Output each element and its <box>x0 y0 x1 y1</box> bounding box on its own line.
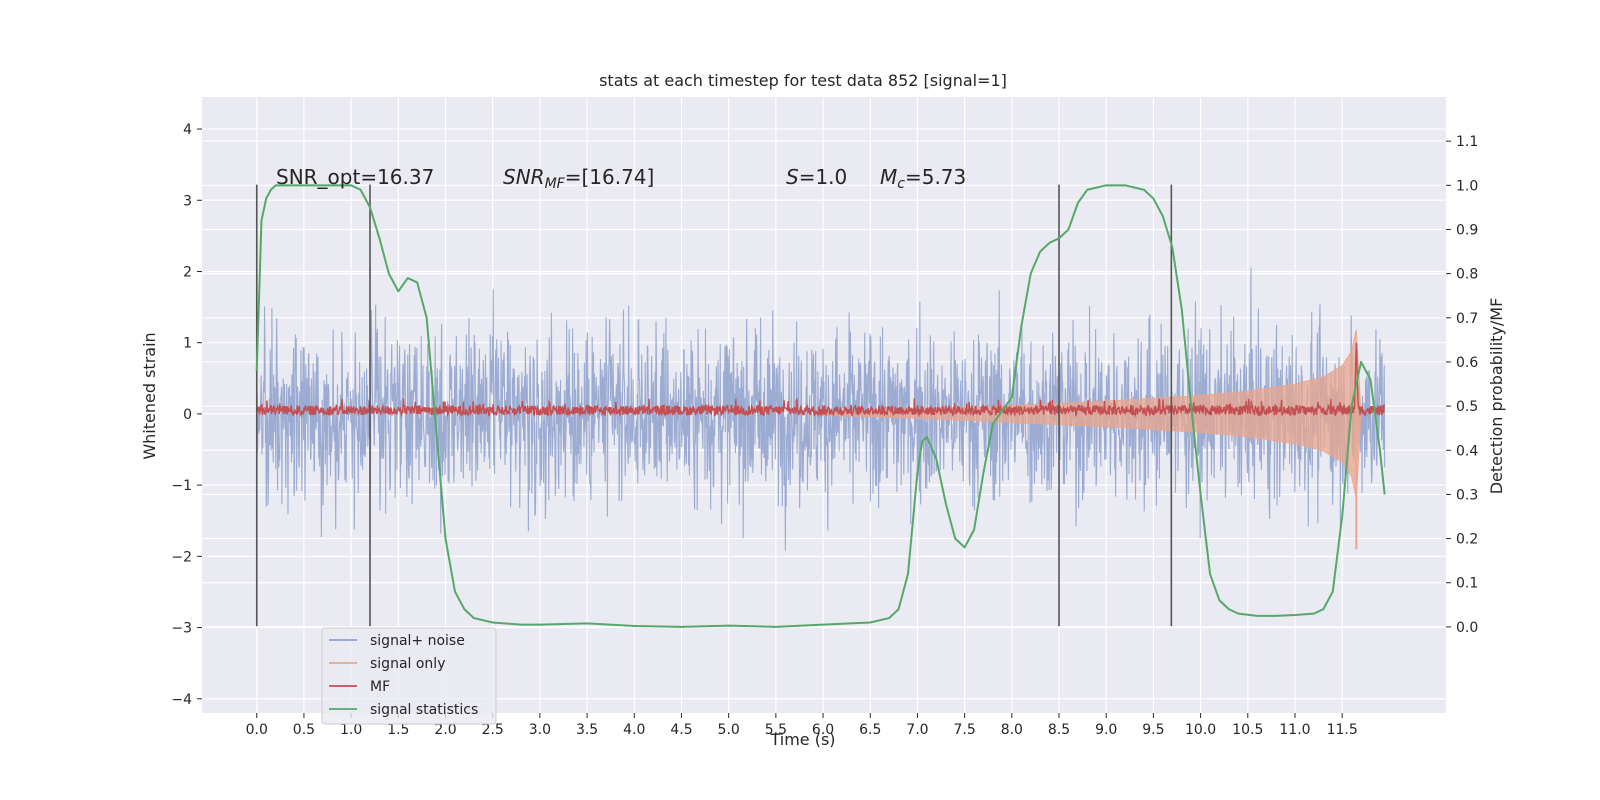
x-tick-label: 4.0 <box>623 722 645 738</box>
x-tick-label: 1.0 <box>340 722 362 738</box>
x-axis-ticks: 0.0 0.5 1.0 1.5 2.0 2.5 3.0 3.5 4.0 4.5 5.0 5.5 6.0 6… <box>246 713 1358 738</box>
y2-tick-label: 0.8 <box>1456 267 1478 283</box>
legend: signal+ noise signal only MF signal stat… <box>321 627 497 725</box>
x-tick-label: 7.0 <box>906 722 928 738</box>
y-axis-label: Whitened strain <box>140 332 159 459</box>
y2-tick-label: 0.6 <box>1456 355 1478 371</box>
annotation-snr-mf: SNRMF=[16.74] <box>503 165 654 192</box>
annotation-mc-sub: c <box>897 176 905 192</box>
y2-tick-label: 1.1 <box>1456 134 1478 150</box>
mf-line <box>256 343 1386 418</box>
x-tick-label: 4.5 <box>670 722 692 738</box>
x-tick-label: 9.0 <box>1095 722 1117 738</box>
x-tick-label: 5.0 <box>718 722 740 738</box>
y2-tick-label: 0.9 <box>1456 222 1478 238</box>
x-tick-label: 6.0 <box>812 722 834 738</box>
annotation-snr-mf-symbol: SNR <box>503 165 545 189</box>
y-tick-label: 4 <box>183 122 192 138</box>
x-tick-label: 0.5 <box>293 722 315 738</box>
x-tick-label: 3.0 <box>529 722 551 738</box>
x-tick-label: 0.0 <box>246 722 268 738</box>
x-tick-label: 5.5 <box>765 722 787 738</box>
annotation-mc-symbol: M <box>880 165 897 189</box>
chart-title: stats at each timestep for test data 852… <box>599 71 1007 90</box>
annotation-s-value: =1.0 <box>799 165 848 189</box>
x-tick-label: 11.0 <box>1279 722 1310 738</box>
signal-statistics-series <box>255 184 1386 628</box>
x-tick-label: 3.5 <box>576 722 598 738</box>
x-tick-label: 8.5 <box>1048 722 1070 738</box>
legend-label-mf: MF <box>370 679 390 695</box>
x-tick-label: 7.5 <box>954 722 976 738</box>
x-tick-label: 10.5 <box>1232 722 1263 738</box>
y2-axis-label: Detection probability/MF <box>1487 298 1506 495</box>
y2-tick-label: 0.4 <box>1456 443 1478 459</box>
annotation-snr-mf-value: =[16.74] <box>565 165 655 189</box>
y2-tick-label: 1.0 <box>1456 178 1478 194</box>
y-axis-ticks: 4 3 2 1 0 −1 −2 −3 −4 <box>171 122 202 708</box>
y-tick-label: 2 <box>183 264 192 280</box>
legend-label-signal-noise: signal+ noise <box>370 633 465 649</box>
x-tick-label: 11.5 <box>1327 722 1358 738</box>
x-axis-label: Time (s) <box>769 730 835 749</box>
y-tick-label: 0 <box>183 407 192 423</box>
x-tick-label: 2.0 <box>434 722 456 738</box>
y-tick-label: −1 <box>171 478 192 494</box>
x-tick-label: 1.5 <box>387 722 409 738</box>
x-tick-label: 9.5 <box>1142 722 1164 738</box>
y2-axis-ticks: 1.1 1.0 0.9 0.8 0.7 0.6 0.5 0.4 0.3 0.2 0.1 0.0 <box>1446 134 1478 636</box>
y-tick-label: −2 <box>171 549 192 565</box>
x-tick-label: 8.0 <box>1001 722 1023 738</box>
y2-tick-label: 0.5 <box>1456 399 1478 415</box>
vertical-markers <box>255 184 1173 627</box>
annotation-s-symbol: S <box>786 165 799 189</box>
y2-tick-label: 0.1 <box>1456 576 1478 592</box>
legend-label-signal-only: signal only <box>370 656 445 672</box>
y-tick-label: −3 <box>171 621 192 637</box>
y-tick-label: 1 <box>183 336 192 352</box>
x-tick-label: 6.5 <box>859 722 881 738</box>
annotation-snr-opt: SNR_opt=16.37 <box>276 165 434 189</box>
x-tick-label: 10.0 <box>1185 722 1216 738</box>
x-tick-label: 2.5 <box>482 722 504 738</box>
y2-tick-label: 0.3 <box>1456 487 1478 503</box>
signal-statistics-line <box>255 184 1386 628</box>
y-tick-label: −4 <box>171 692 192 708</box>
annotations: SNR_opt=16.37 SNRMF=[16.74] S=1.0 Mc=5.7… <box>276 165 966 192</box>
mf-series <box>256 343 1386 418</box>
annotation-s: S=1.0 <box>786 165 847 189</box>
y2-tick-label: 0.0 <box>1456 620 1478 636</box>
legend-label-signal-statistics: signal statistics <box>370 702 478 718</box>
annotation-snr-mf-sub: MF <box>545 176 566 192</box>
y2-tick-label: 0.2 <box>1456 532 1478 548</box>
y-tick-label: 3 <box>183 193 192 209</box>
annotation-mc-value: =5.73 <box>905 165 966 189</box>
annotation-mc: Mc=5.73 <box>880 165 966 192</box>
y2-tick-label: 0.7 <box>1456 311 1478 327</box>
legend-box <box>321 627 497 725</box>
